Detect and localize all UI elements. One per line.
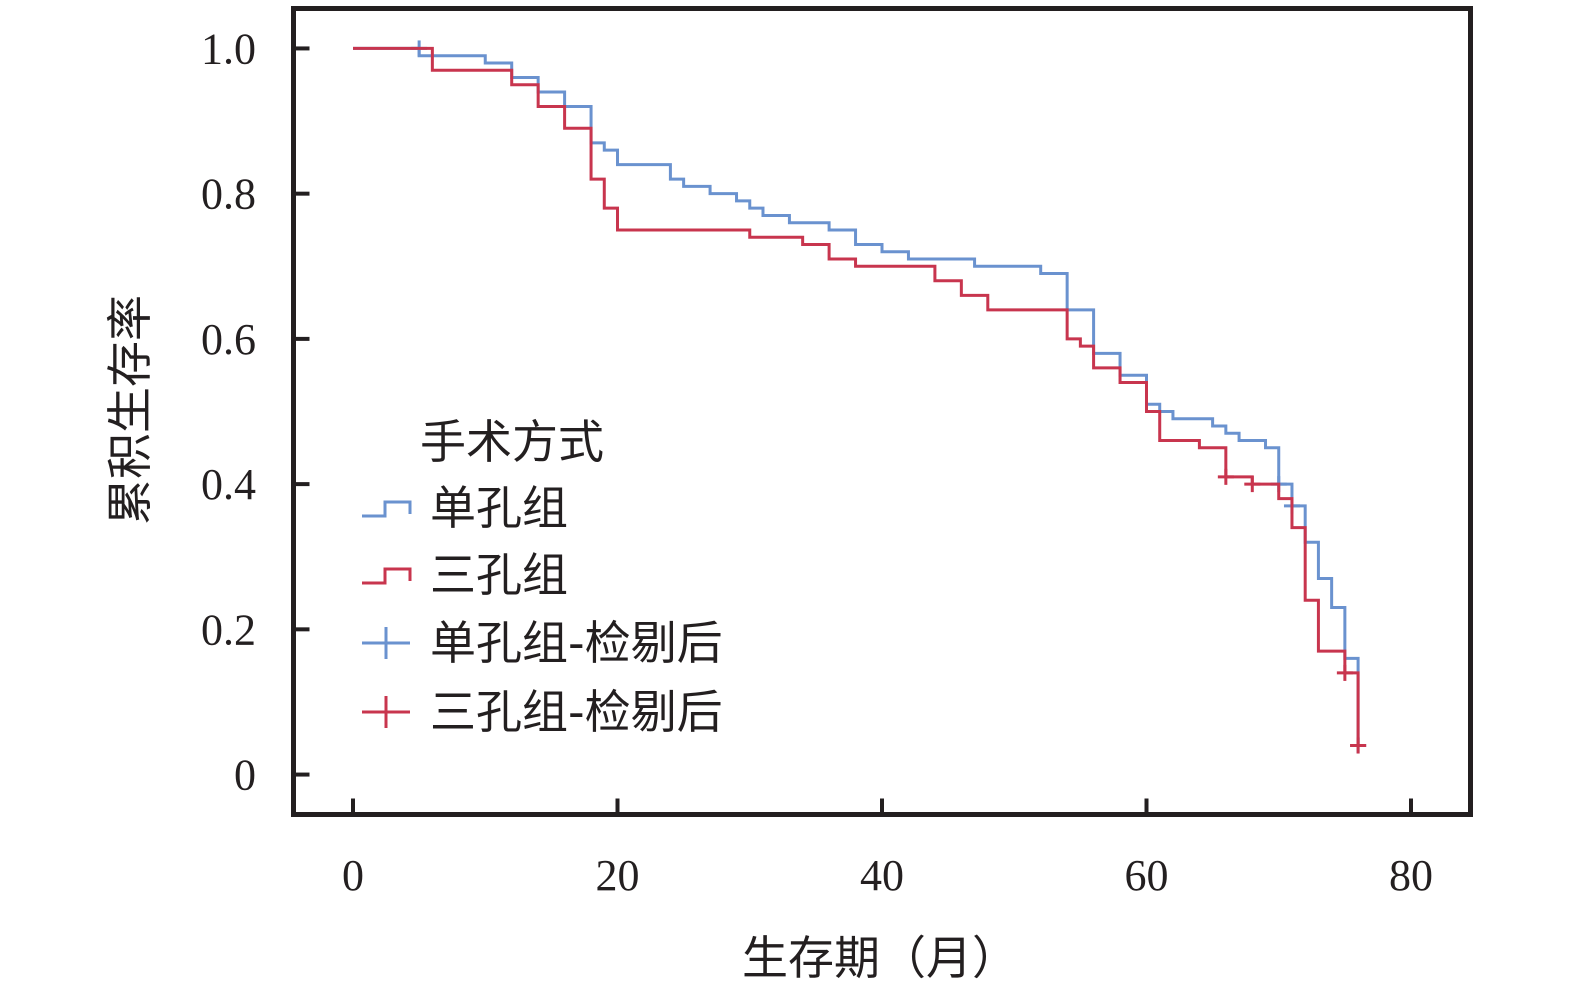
y-tick-label: 0.4	[201, 460, 256, 509]
x-tick-label: 40	[860, 851, 904, 900]
legend-entry-1: 三孔组	[362, 548, 568, 602]
censor-mark-triple	[1244, 476, 1261, 493]
legend-label: 单孔组	[430, 481, 568, 535]
censor-mark-triple	[1217, 468, 1234, 485]
censor-mark-triple	[1350, 737, 1367, 754]
legend-label: 三孔组	[430, 548, 568, 602]
censor-mark-triple	[1336, 664, 1353, 681]
x-tick-label: 60	[1124, 851, 1168, 900]
y-tick-label: 1.0	[201, 24, 256, 73]
x-tick-label: 20	[596, 851, 640, 900]
series-line-triple	[353, 46, 1367, 748]
ticks-layer: 0 20 40 60 80 0 0.2 0.4 0.6 0.8 1.0	[201, 24, 1433, 900]
y-axis-title: 累积生存率	[103, 295, 157, 525]
legend-entry-3: 三孔组-检剔后	[362, 685, 723, 739]
series-layer	[353, 40, 1367, 754]
y-tick-label: 0.2	[201, 605, 256, 654]
legend-step-swatch	[362, 500, 412, 518]
legend-step-swatch	[362, 567, 412, 585]
x-axis-title: 生存期（月）	[742, 931, 1018, 985]
y-tick-label: 0.6	[201, 315, 256, 364]
y-tick-label: 0.8	[201, 170, 256, 219]
legend-entry-0: 单孔组	[362, 481, 568, 535]
x-tick-label: 80	[1389, 851, 1433, 900]
legend-label: 单孔组-检剔后	[430, 616, 723, 670]
y-tick-label: 0	[234, 751, 256, 800]
legend-label: 三孔组-检剔后	[430, 685, 723, 739]
legend-entry-2: 单孔组-检剔后	[362, 616, 723, 670]
legend-title: 手术方式	[420, 415, 604, 469]
x-tick-label: 0	[342, 851, 364, 900]
